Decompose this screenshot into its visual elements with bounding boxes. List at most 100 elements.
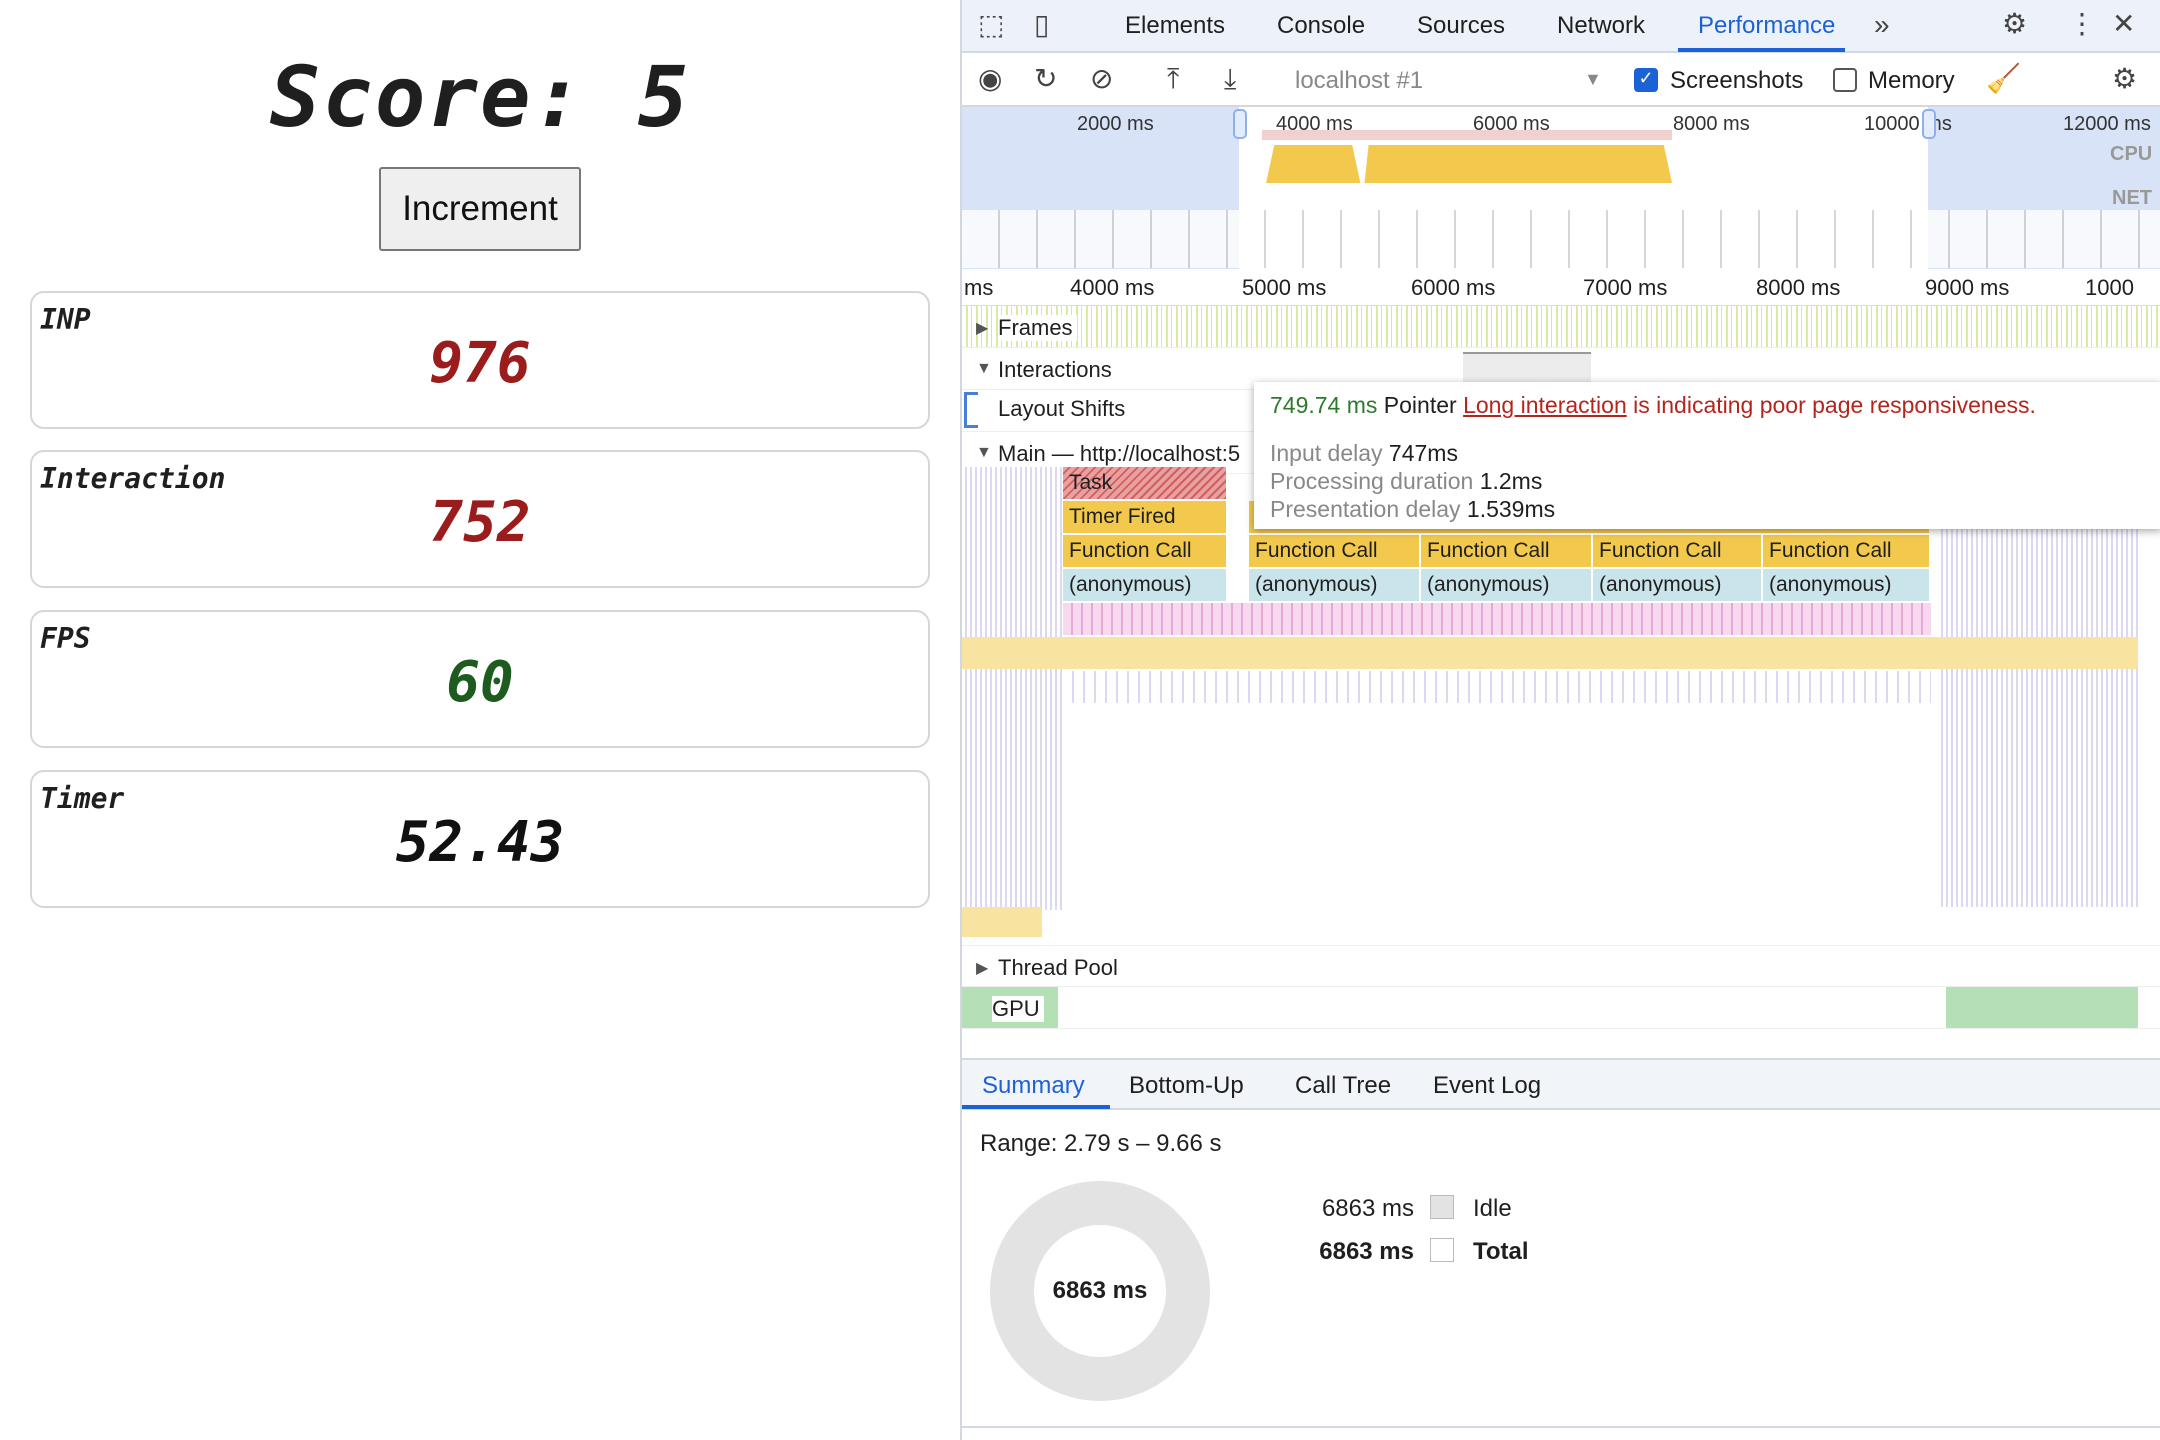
track-label: Interactions [998, 357, 1116, 383]
presentation-label: Presentation delay [1270, 496, 1461, 522]
input-delay-label: Input delay [1270, 440, 1383, 466]
ruler-tick: ms [964, 275, 994, 300]
function-call-block[interactable]: Function Call [1063, 535, 1228, 567]
details-tab-bar: Summary Bottom-Up Call Tree Event Log [962, 1058, 2160, 1110]
record-icon[interactable]: ◉ [978, 63, 1003, 94]
page-content: Score: 5 Increment INP 976 Interaction 752… [0, 0, 960, 1440]
expand-icon[interactable]: ▶ [976, 320, 989, 337]
overview-tick: 2000 ms [1077, 113, 1154, 135]
device-toolbar-icon[interactable]: ▯ [1034, 9, 1050, 40]
card-label: Timer [40, 782, 125, 815]
flame-activity-right [1938, 467, 2138, 907]
pink-subcalls-row [1063, 603, 1931, 635]
track-label: Layout Shifts [998, 396, 1130, 422]
flame-activity-left [962, 467, 1063, 910]
card-label: Interaction [40, 462, 226, 495]
garbage-collect-icon[interactable]: 🧹 [1986, 63, 2021, 94]
screenshots-checkbox[interactable]: ✓ [1634, 68, 1658, 92]
ruler-tick: 6000 ms [1411, 275, 1496, 300]
presentation-value: 1.539ms [1466, 496, 1556, 522]
net-label: NET [2112, 187, 2152, 209]
anonymous-block[interactable]: (anonymous) [1249, 569, 1421, 601]
track-selection-bracket [964, 392, 978, 428]
capture-settings-icon[interactable]: ⚙ [2112, 63, 2138, 94]
flame-chart[interactable]: Task Timer Fired Function Call Function … [962, 467, 2160, 937]
tooltip-duration: 749.74 ms [1270, 392, 1378, 418]
interaction-card: Interaction 752 [30, 450, 930, 588]
card-value: 60 [446, 650, 514, 715]
task-block[interactable]: Task [1063, 467, 1228, 499]
thread-pool-track[interactable]: ▶ Thread Pool [962, 945, 2160, 987]
settings-icon[interactable]: ⚙ [2002, 8, 2028, 39]
tab-elements[interactable]: Elements [1125, 12, 1226, 39]
tab-event-log[interactable]: Event Log [1433, 1072, 1542, 1099]
time-ruler: ms 4000 ms 5000 ms 6000 ms 7000 ms 8000 … [962, 269, 2160, 306]
collapse-icon[interactable]: ▼ [976, 360, 992, 377]
download-icon[interactable]: ⤓ [1224, 63, 1237, 94]
tab-sources[interactable]: Sources [1417, 12, 1506, 39]
clear-icon[interactable]: ⊘ [1090, 63, 1114, 94]
function-call-block[interactable]: Function Call [1593, 535, 1763, 567]
collapse-icon[interactable]: ▼ [976, 444, 992, 461]
card-label: FPS [40, 622, 91, 655]
tab-network[interactable]: Network [1557, 12, 1646, 39]
anonymous-block[interactable]: (anonymous) [1421, 569, 1593, 601]
yellow-tail [962, 907, 1042, 937]
tab-bottom-up[interactable]: Bottom-Up [1129, 1072, 1244, 1099]
gpu-track[interactable]: GPU [962, 987, 2160, 1029]
function-call-block[interactable]: Function Call [1763, 535, 1931, 567]
overview-tick: 8000 ms [1673, 113, 1750, 135]
ruler-tick: 9000 ms [1925, 275, 2010, 300]
timer-fired-block[interactable]: Timer Fired [1063, 501, 1228, 533]
tab-console[interactable]: Console [1277, 12, 1366, 39]
anonymous-block[interactable]: (anonymous) [1063, 569, 1228, 601]
interaction-bar[interactable] [1463, 352, 1591, 382]
card-label: INP [40, 303, 91, 336]
tooltip-type: Pointer [1383, 392, 1457, 418]
expand-icon[interactable]: ▶ [976, 960, 989, 977]
tab-summary[interactable]: Summary [982, 1072, 1085, 1099]
tab-performance[interactable]: Performance [1698, 12, 1836, 39]
screenshots-label: Screenshots [1670, 67, 1804, 94]
total-value: 6863 ms [1319, 1238, 1414, 1265]
more-options-icon[interactable]: ⋮ [2068, 8, 2096, 39]
score-heading: Score: 5 [269, 48, 691, 146]
anonymous-block[interactable]: (anonymous) [1593, 569, 1763, 601]
fps-card: FPS 60 [30, 610, 930, 748]
selection-left-handle[interactable] [1233, 109, 1247, 139]
idle-swatch [1430, 1195, 1454, 1219]
devtools-panel: ⬚ ▯ Elements Console Sources Network Per… [960, 0, 2160, 1440]
timeline-overview[interactable]: 2000 ms 4000 ms 6000 ms 8000 ms 10000 ms… [962, 107, 2160, 269]
ruler-tick: 5000 ms [1242, 275, 1327, 300]
increment-button[interactable]: Increment [379, 167, 581, 251]
total-label: Total [1473, 1238, 1529, 1265]
long-interaction-link[interactable]: Long interaction [1463, 392, 1627, 418]
cpu-activity-chart [1266, 145, 1672, 183]
close-icon[interactable]: ✕ [2112, 8, 2136, 39]
anonymous-block[interactable]: (anonymous) [1763, 569, 1931, 601]
active-tab-indicator [1678, 48, 1845, 52]
donut-label: 6863 ms [1052, 1277, 1148, 1304]
ruler-tick: 1000 [2085, 275, 2134, 300]
card-value: 52.43 [395, 810, 565, 875]
overview-tick: 12000 ms [2063, 113, 2151, 135]
inspect-element-icon[interactable]: ⬚ [978, 9, 1005, 40]
more-tabs-icon[interactable]: » [1874, 9, 1890, 40]
upload-icon[interactable]: ⤒ [1167, 63, 1180, 94]
memory-label: Memory [1868, 67, 1955, 94]
function-call-block[interactable]: Function Call [1421, 535, 1593, 567]
frames-track[interactable]: ▶ Frames [962, 306, 2160, 348]
overview-tick: 10000 ms [1864, 113, 1952, 135]
memory-checkbox[interactable] [1833, 68, 1857, 92]
ruler-tick: 7000 ms [1583, 275, 1668, 300]
function-call-block[interactable]: Function Call [1249, 535, 1421, 567]
selection-right-handle[interactable] [1922, 109, 1936, 139]
target-select[interactable]: localhost #1 [1295, 67, 1424, 94]
cpu-label: CPU [2110, 143, 2153, 165]
devtools-tab-bar: ⬚ ▯ Elements Console Sources Network Per… [962, 0, 2160, 53]
reload-icon[interactable]: ↻ [1034, 63, 1058, 94]
active-tab-indicator [962, 1105, 1110, 1109]
tab-call-tree[interactable]: Call Tree [1295, 1072, 1392, 1099]
input-delay-value: 747ms [1388, 440, 1458, 466]
inp-card: INP 976 [30, 291, 930, 429]
